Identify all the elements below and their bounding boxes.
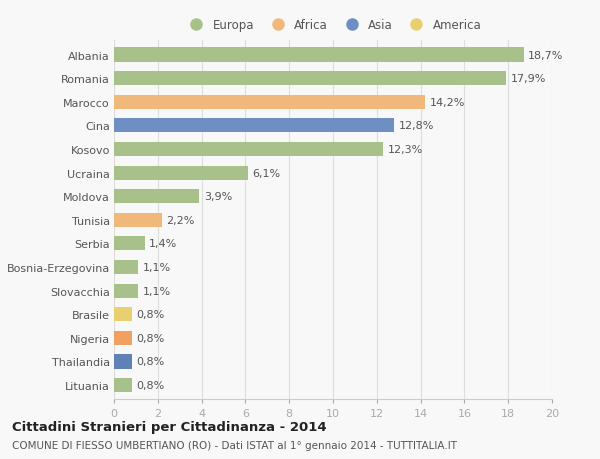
- Text: 12,3%: 12,3%: [388, 145, 423, 155]
- Text: 12,8%: 12,8%: [399, 121, 434, 131]
- Bar: [114, 260, 138, 274]
- Bar: [114, 308, 131, 322]
- Text: 1,1%: 1,1%: [142, 263, 170, 273]
- Text: 17,9%: 17,9%: [511, 74, 546, 84]
- Text: Cittadini Stranieri per Cittadinanza - 2014: Cittadini Stranieri per Cittadinanza - 2…: [12, 420, 326, 433]
- Bar: [114, 378, 131, 392]
- Bar: [114, 331, 131, 345]
- Text: 0,8%: 0,8%: [136, 333, 164, 343]
- Text: 3,9%: 3,9%: [204, 192, 232, 202]
- Text: 14,2%: 14,2%: [430, 98, 465, 107]
- Bar: [114, 284, 138, 298]
- Text: 6,1%: 6,1%: [252, 168, 280, 178]
- Bar: [114, 143, 383, 157]
- Bar: [114, 213, 162, 227]
- Bar: [114, 48, 524, 62]
- Legend: Europa, Africa, Asia, America: Europa, Africa, Asia, America: [184, 19, 482, 32]
- Text: 0,8%: 0,8%: [136, 357, 164, 367]
- Bar: [114, 166, 248, 180]
- Text: 2,2%: 2,2%: [167, 215, 195, 225]
- Text: 18,7%: 18,7%: [528, 50, 563, 61]
- Text: 1,4%: 1,4%: [149, 239, 177, 249]
- Text: 0,8%: 0,8%: [136, 380, 164, 390]
- Bar: [114, 354, 131, 369]
- Bar: [114, 190, 199, 204]
- Text: 1,1%: 1,1%: [142, 286, 170, 296]
- Text: 0,8%: 0,8%: [136, 309, 164, 319]
- Bar: [114, 237, 145, 251]
- Bar: [114, 95, 425, 110]
- Bar: [114, 72, 506, 86]
- Text: COMUNE DI FIESSO UMBERTIANO (RO) - Dati ISTAT al 1° gennaio 2014 - TUTTITALIA.IT: COMUNE DI FIESSO UMBERTIANO (RO) - Dati …: [12, 440, 457, 450]
- Bar: [114, 119, 394, 133]
